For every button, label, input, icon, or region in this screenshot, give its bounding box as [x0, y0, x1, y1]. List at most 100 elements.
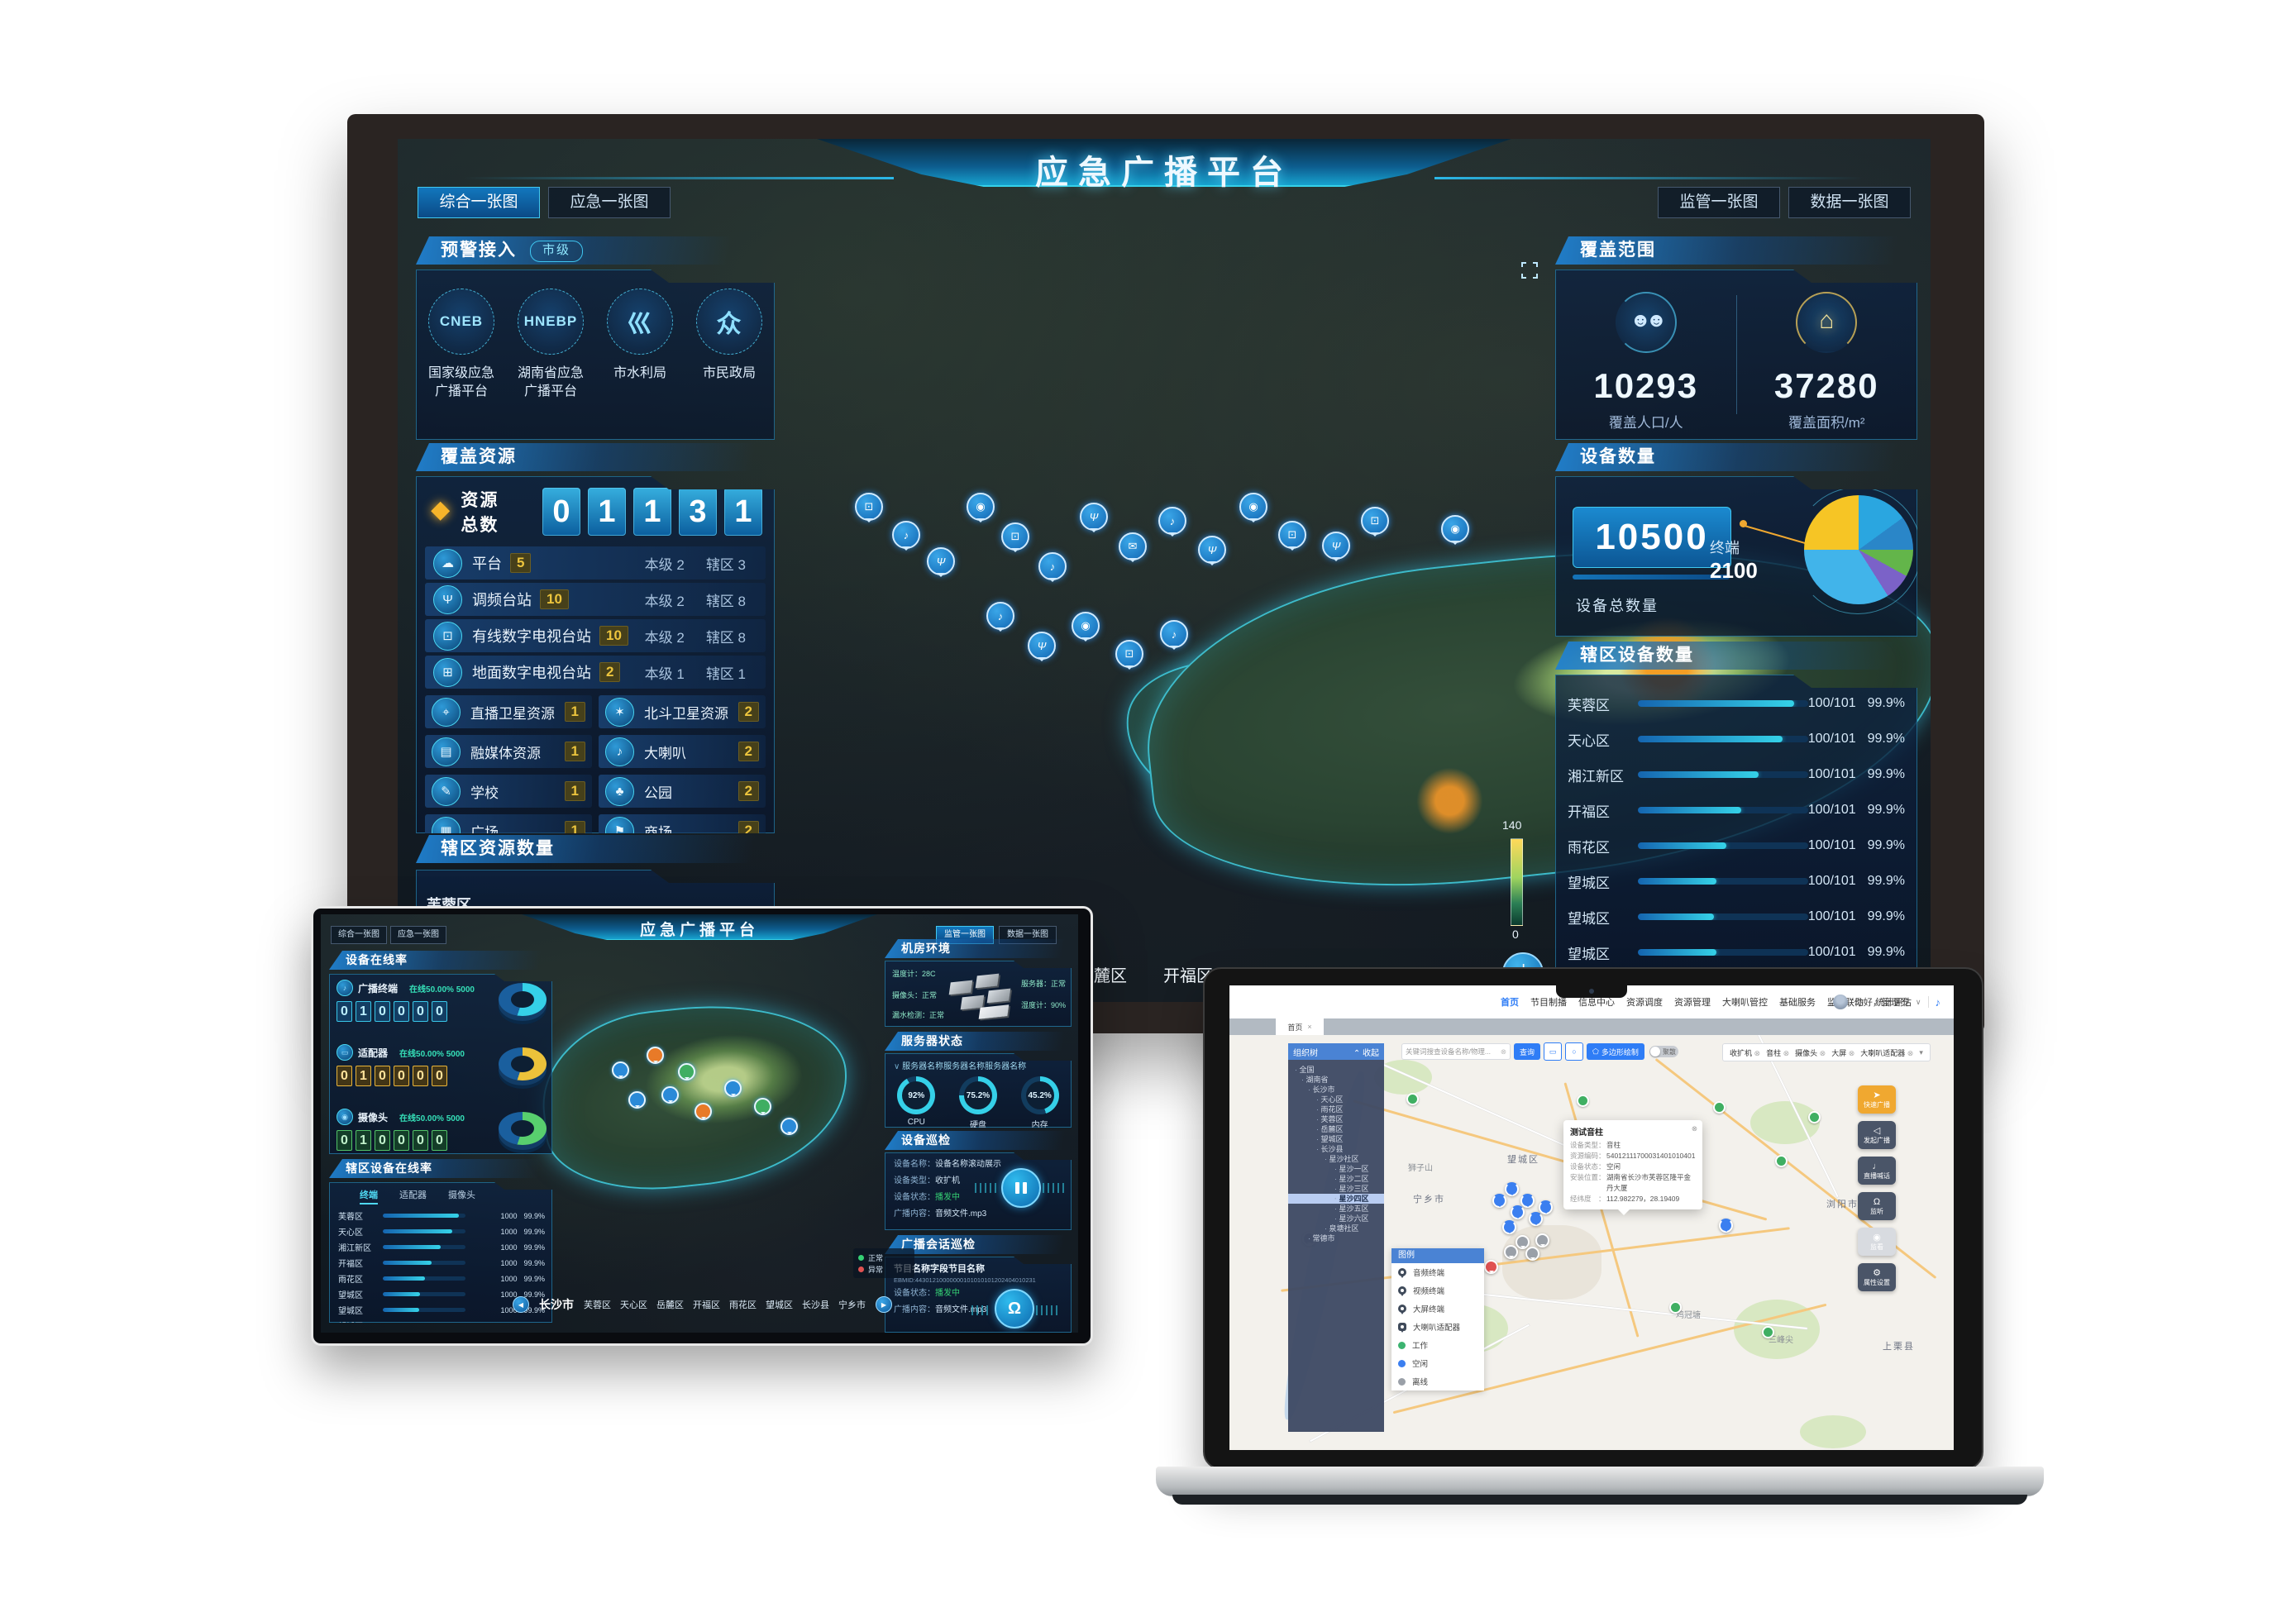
small-marker[interactable]	[661, 1086, 679, 1104]
tab-data-map[interactable]: 数据一张图	[1788, 187, 1911, 218]
small-bottom-district[interactable]: 天心区	[620, 1300, 647, 1310]
listen-button[interactable]	[995, 1289, 1034, 1328]
small-district-row[interactable]: 湘江新区 1000 99.9%	[338, 1239, 545, 1255]
tab-camera[interactable]: 摄像头	[448, 1190, 475, 1200]
map-marker-camera-icon[interactable]	[1239, 493, 1267, 521]
resource-cell[interactable]: 公园 2	[599, 775, 766, 808]
tree-node[interactable]: 星沙社区	[1288, 1154, 1384, 1164]
tab-emergency-map[interactable]: 应急一张图	[548, 187, 671, 218]
chip-screen[interactable]: 大屏	[1831, 1047, 1854, 1058]
nav-item[interactable]: 统计评估	[1875, 998, 1912, 1008]
tree-node[interactable]: 湖南省	[1288, 1075, 1384, 1085]
page-tab-home[interactable]: 首页 ×	[1276, 1018, 1324, 1035]
action-button[interactable]: 发起广播	[1858, 1121, 1896, 1149]
resource-cell[interactable]: 学校 1	[425, 775, 592, 808]
tree-node[interactable]: 常德市	[1288, 1233, 1384, 1243]
map-marker-radio-icon[interactable]	[1028, 632, 1056, 660]
resource-row[interactable]: 有线数字电视台站 10 本级 2 辖区 8	[425, 619, 766, 652]
close-icon[interactable]	[1692, 1124, 1697, 1133]
district-dev-row[interactable]: 雨花区 100/101 99.9%	[1568, 833, 1905, 858]
map-marker-camera-icon[interactable]	[1072, 612, 1100, 640]
map-marker-camera-icon[interactable]	[1441, 515, 1469, 543]
tab-comprehensive-map[interactable]: 综合一张图	[418, 187, 540, 218]
action-button[interactable]: 快速广播	[1858, 1085, 1896, 1114]
rect-draw-button[interactable]: ▭	[1544, 1042, 1563, 1061]
resource-row[interactable]: 调频台站 10 本级 2 辖区 8	[425, 583, 766, 616]
device-pin-idle[interactable]	[1520, 1194, 1535, 1208]
district-dev-row[interactable]: 开福区 100/101 99.9%	[1568, 798, 1905, 823]
map-marker-speaker-icon[interactable]	[1158, 507, 1186, 535]
action-button[interactable]: 监听	[1858, 1192, 1896, 1220]
nav-item[interactable]: 资源调度	[1626, 998, 1663, 1008]
tree-node[interactable]: 星沙二区	[1288, 1174, 1384, 1184]
circle-draw-button[interactable]: ○	[1565, 1042, 1584, 1061]
map-marker-mail-icon[interactable]	[1119, 532, 1147, 560]
map-marker-speaker-icon[interactable]	[1038, 552, 1067, 580]
tree-node[interactable]: 岳麓区	[1288, 1124, 1384, 1134]
device-pin-offline[interactable]	[1525, 1247, 1539, 1261]
tree-node[interactable]: 天心区	[1288, 1095, 1384, 1104]
small-bottom-district[interactable]: 长沙县	[802, 1300, 829, 1310]
resource-row[interactable]: 平台 5 本级 2 辖区 3	[425, 546, 766, 580]
device-pin-idle[interactable]	[1529, 1212, 1543, 1226]
small-bottom-district[interactable]: 雨花区	[729, 1300, 757, 1310]
small-bottom-district[interactable]: 开福区	[693, 1300, 720, 1310]
tree-node[interactable]: 星沙六区	[1288, 1214, 1384, 1224]
alert-level-badge[interactable]: 市级	[530, 241, 584, 262]
nav-item[interactable]: 节目制播	[1530, 998, 1567, 1008]
device-pin-idle[interactable]	[1502, 1220, 1516, 1234]
close-icon[interactable]: ×	[1307, 1023, 1312, 1031]
tree-node[interactable]: 芙蓉区	[1288, 1114, 1384, 1124]
city-item[interactable]: 长沙市	[539, 1298, 574, 1311]
resource-cell[interactable]: 北斗卫星资源 2	[599, 695, 766, 728]
district-dev-row[interactable]: 天心区 100/101 99.9%	[1568, 727, 1905, 751]
map-marker-tv-icon[interactable]	[1278, 521, 1306, 549]
map-marker-radio-icon[interactable]	[927, 547, 955, 575]
small-marker[interactable]	[612, 1061, 629, 1079]
nav-item[interactable]: 首页	[1501, 998, 1519, 1008]
bottom-district-item[interactable]: 开福区	[1163, 967, 1213, 985]
device-pin-idle[interactable]	[1539, 1200, 1553, 1214]
alert-source[interactable]: 市水利局	[599, 289, 681, 383]
map-marker-radio-icon[interactable]	[1198, 536, 1226, 564]
cluster-toggle[interactable]: 聚散	[1649, 1046, 1678, 1057]
small-marker[interactable]	[695, 1103, 712, 1120]
chevron-down-icon[interactable]	[1916, 997, 1921, 1007]
map-marker-radio-icon[interactable]	[1080, 503, 1108, 531]
tab-terminal[interactable]: 终端	[360, 1188, 378, 1204]
device-pin-idle[interactable]	[1505, 1182, 1519, 1196]
device-pin-alarm[interactable]	[1484, 1260, 1498, 1274]
alert-source[interactable]: CNEB 国家级应急 广播平台	[420, 289, 503, 401]
alert-source[interactable]: 市民政局	[688, 289, 771, 383]
tab-adapter[interactable]: 适配器	[399, 1190, 427, 1200]
small-district-row[interactable]: 开福区 1000 99.9%	[338, 1255, 545, 1271]
small-bottom-district[interactable]: 望城区	[766, 1300, 793, 1310]
map-marker-tv-icon[interactable]	[1001, 522, 1029, 551]
bell-icon[interactable]	[1936, 996, 1941, 1009]
small-marker[interactable]	[724, 1080, 742, 1097]
device-pin-idle[interactable]	[1719, 1219, 1733, 1233]
tree-node[interactable]: 星沙四区	[1288, 1194, 1384, 1204]
chip-amplifier[interactable]: 收扩机	[1730, 1047, 1760, 1058]
resource-row[interactable]: 地面数字电视台站 2 本级 1 辖区 1	[425, 656, 766, 689]
small-bottom-district[interactable]: 芙蓉区	[584, 1300, 611, 1310]
district-dev-row[interactable]: 望城区 100/101 99.9%	[1568, 869, 1905, 894]
small-district-row[interactable]: 芙蓉区 1000 99.9%	[338, 1208, 545, 1224]
tree-node[interactable]: 长沙县	[1288, 1144, 1384, 1154]
collapse-button[interactable]: 收起	[1353, 1046, 1379, 1058]
small-tab-emergency[interactable]: 应急一张图	[390, 926, 446, 944]
user-greeting[interactable]: 你好，管理员	[1854, 998, 1909, 1008]
pause-button[interactable]	[1001, 1168, 1041, 1208]
map-marker-speaker-icon[interactable]	[892, 521, 920, 549]
server-selector[interactable]: 服务器名称服务器名称服务器名称	[885, 1054, 1071, 1071]
small-tab-comprehensive[interactable]: 综合一张图	[331, 926, 387, 944]
map-marker-speaker-icon[interactable]	[1160, 620, 1188, 648]
chip-camera[interactable]: 摄像头	[1795, 1047, 1826, 1058]
small-marker[interactable]	[754, 1098, 771, 1115]
action-button[interactable]: 直播喊话	[1858, 1157, 1896, 1185]
map-marker-radio-icon[interactable]	[1322, 532, 1350, 560]
device-pin-offline[interactable]	[1504, 1245, 1518, 1259]
chip-adapter[interactable]: 大喇叭适配器	[1860, 1047, 1913, 1058]
chip-column[interactable]: 音柱	[1766, 1047, 1789, 1058]
tree-node[interactable]: 星沙三区	[1288, 1184, 1384, 1194]
